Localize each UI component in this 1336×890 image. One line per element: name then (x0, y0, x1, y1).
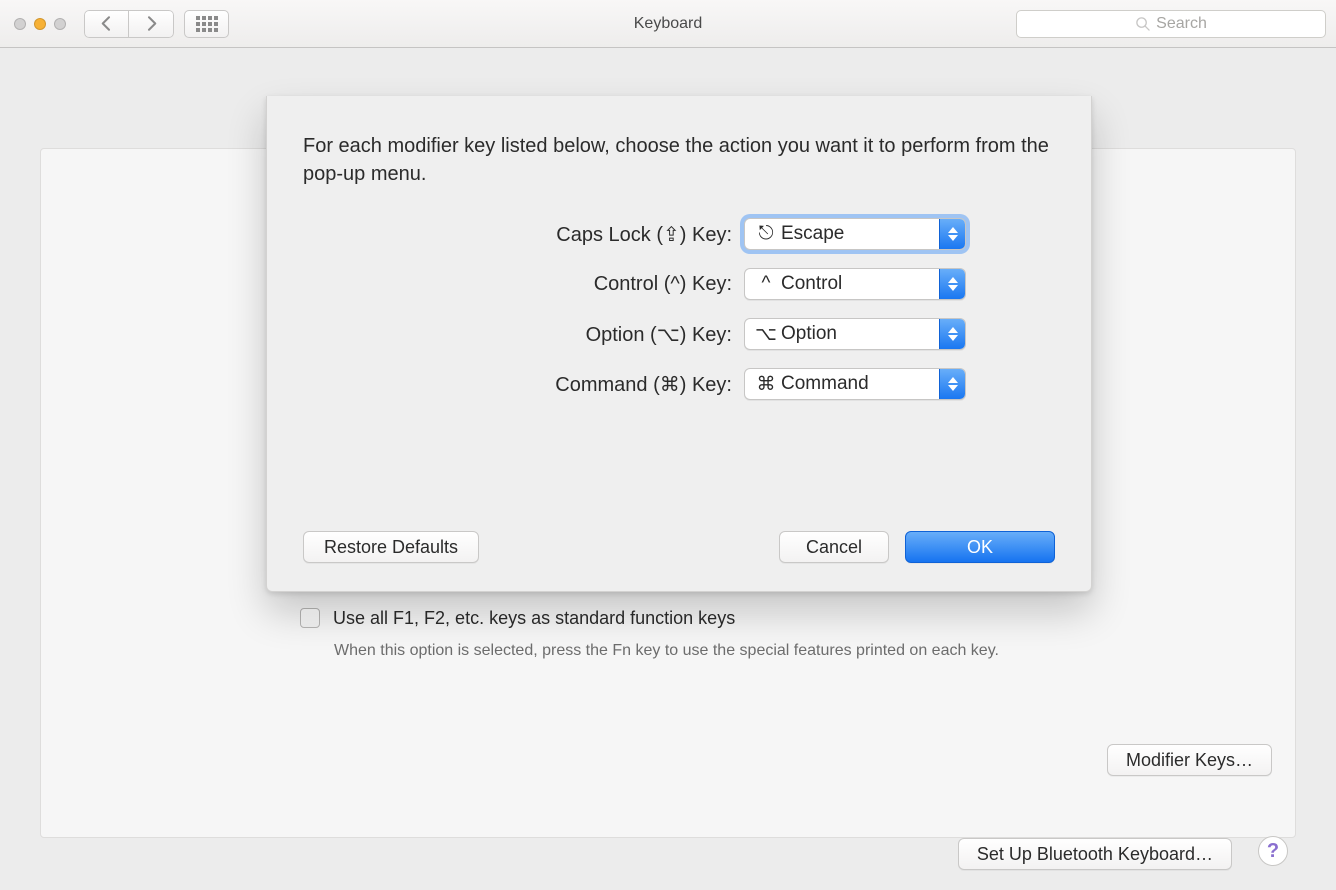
fn-keys-checkbox-row: Use all F1, F2, etc. keys as standard fu… (300, 608, 1096, 629)
chevron-left-icon (99, 16, 114, 31)
popup-stepper-icon (939, 369, 965, 399)
modifier-symbol-icon: ⎋ (755, 223, 777, 245)
close-window-button[interactable] (14, 18, 26, 30)
modifier-symbol-icon: ^ (755, 273, 777, 295)
content-area: Use all F1, F2, etc. keys as standard fu… (0, 48, 1336, 890)
modifier-label: Caps Lock (⇪) Key: (392, 222, 732, 247)
modifier-popup[interactable]: ⌥Option (744, 318, 966, 350)
modifier-label: Command (⌘) Key: (392, 372, 732, 397)
modifier-symbol-icon: ⌘ (755, 373, 777, 396)
popup-stepper-icon (939, 269, 965, 299)
help-button[interactable]: ? (1258, 836, 1288, 866)
forward-button[interactable] (129, 10, 174, 38)
modifier-row: Command (⌘) Key: ⌘Command (392, 368, 966, 400)
search-placeholder: Search (1156, 15, 1207, 33)
modifier-keys-sheet: For each modifier key listed below, choo… (266, 96, 1092, 592)
ok-button[interactable]: OK (905, 531, 1055, 563)
modifier-popup[interactable]: ⎋Escape (744, 218, 966, 250)
search-input[interactable]: Search (1016, 10, 1326, 38)
grid-icon (196, 16, 218, 31)
modifier-rows: Caps Lock (⇪) Key: ⎋Escape Control (^) Key… (303, 218, 1055, 400)
modifier-label: Option (⌥) Key: (392, 322, 732, 347)
minimize-window-button[interactable] (34, 18, 46, 30)
fn-keys-checkbox[interactable] (300, 608, 320, 628)
show-all-button[interactable] (184, 10, 229, 38)
nav-buttons (84, 10, 174, 38)
modifier-keys-button[interactable]: Modifier Keys… (1107, 744, 1272, 776)
modifier-label: Control (^) Key: (392, 273, 732, 296)
restore-defaults-button[interactable]: Restore Defaults (303, 531, 479, 563)
modifier-symbol-icon: ⌥ (755, 323, 777, 346)
modifier-row: Control (^) Key: ^Control (392, 268, 966, 300)
fn-keys-checkbox-label: Use all F1, F2, etc. keys as standard fu… (333, 608, 735, 628)
fn-keys-description: When this option is selected, press the … (334, 640, 1076, 662)
search-icon (1135, 16, 1150, 31)
modifier-row: Option (⌥) Key: ⌥Option (392, 318, 966, 350)
sheet-actions: Restore Defaults Cancel OK (303, 531, 1055, 563)
modifier-value: Escape (781, 223, 844, 245)
modifier-popup[interactable]: ⌘Command (744, 368, 966, 400)
modifier-value: Option (781, 323, 837, 345)
modifier-popup[interactable]: ^Control (744, 268, 966, 300)
chevron-right-icon (144, 16, 159, 31)
back-button[interactable] (84, 10, 129, 38)
modifier-row: Caps Lock (⇪) Key: ⎋Escape (392, 218, 966, 250)
window-controls (14, 18, 66, 30)
titlebar: Keyboard Search (0, 0, 1336, 48)
setup-bluetooth-button[interactable]: Set Up Bluetooth Keyboard… (958, 838, 1232, 870)
popup-stepper-icon (939, 319, 965, 349)
sheet-description: For each modifier key listed below, choo… (303, 132, 1055, 188)
modifier-value: Control (781, 273, 842, 295)
zoom-window-button[interactable] (54, 18, 66, 30)
modifier-value: Command (781, 373, 869, 395)
popup-stepper-icon (939, 219, 965, 249)
cancel-button[interactable]: Cancel (779, 531, 889, 563)
